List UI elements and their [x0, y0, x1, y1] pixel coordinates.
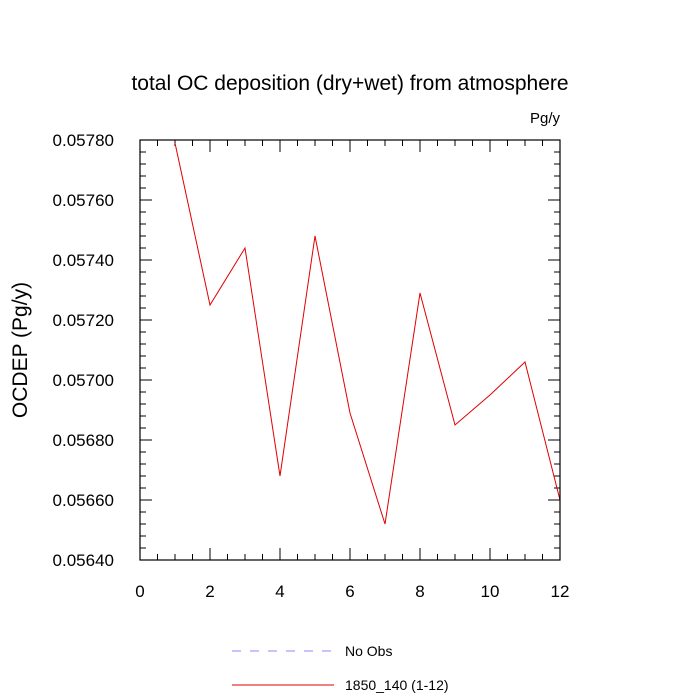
series-line	[174, 142, 561, 525]
x-tick-label: 4	[275, 582, 284, 601]
x-tick-label: 12	[551, 582, 570, 601]
y-tick-label: 0.05780	[53, 131, 114, 150]
legend-label: No Obs	[345, 643, 392, 659]
legend: No Obs 1850_140 (1-12)	[232, 643, 449, 693]
x-tick-label: 8	[415, 582, 424, 601]
y-tick-label: 0.05660	[53, 491, 114, 510]
legend-label: 1850_140 (1-12)	[345, 677, 449, 693]
x-tick-label: 0	[135, 582, 144, 601]
y-tick-label: 0.05640	[53, 551, 114, 570]
y-tick-label: 0.05720	[53, 311, 114, 330]
y-axis-label: OCDEP (Pg/y)	[9, 282, 32, 418]
chart-title: total OC deposition (dry+wet) from atmos…	[131, 72, 568, 95]
y-tick-label: 0.05740	[53, 251, 114, 270]
plot-frame	[139, 139, 561, 561]
x-tick-label: 6	[345, 582, 354, 601]
axis-ticks: 0 2 4 6 8 10 12 0.05640 0.05660 0.05680 0.05700 0.0…	[53, 131, 570, 601]
y-tick-label: 0.05700	[53, 371, 114, 390]
y-tick-label: 0.05760	[53, 191, 114, 210]
y-tick-label: 0.05680	[53, 431, 114, 450]
units-label: Pg/y	[530, 110, 561, 127]
x-tick-label: 10	[481, 582, 500, 601]
x-tick-label: 2	[205, 582, 214, 601]
series-layer	[174, 142, 561, 525]
